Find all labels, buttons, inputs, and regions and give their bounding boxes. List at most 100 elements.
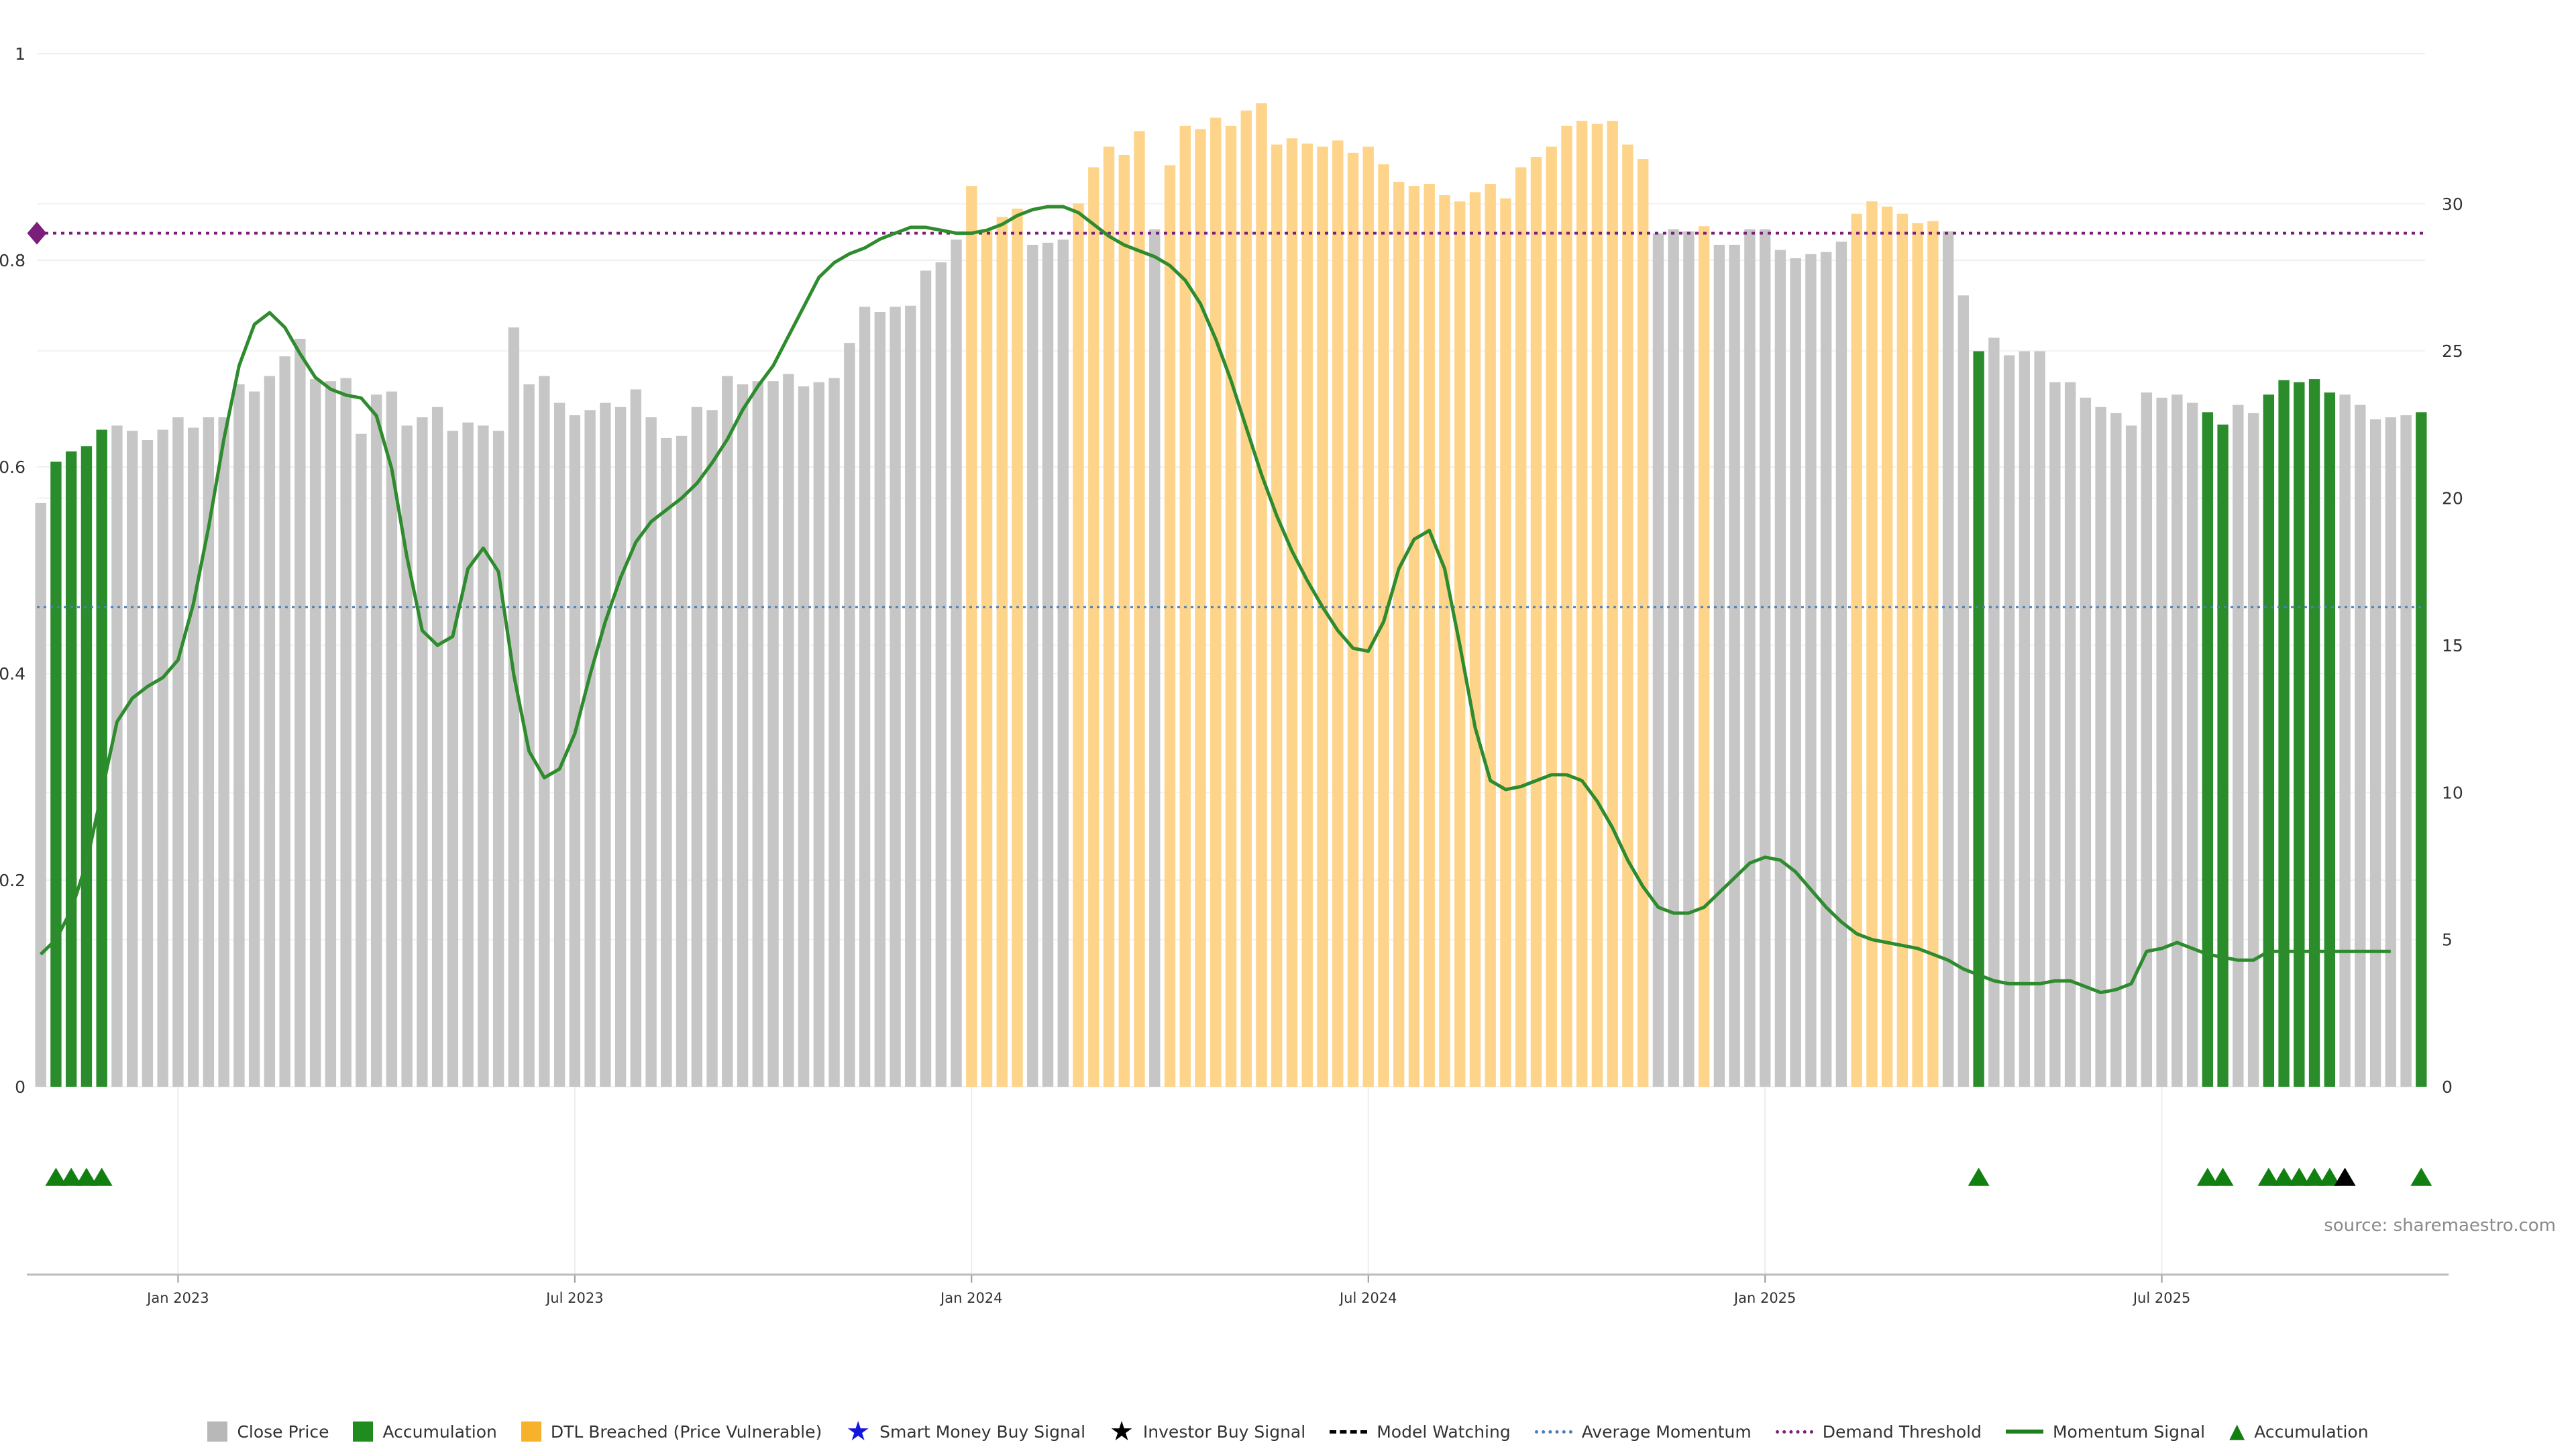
close-price-bar <box>1149 229 1161 1087</box>
close-price-bar <box>356 433 367 1087</box>
dtl-breached-bar <box>1591 123 1603 1087</box>
dtl-breached-bar <box>1637 159 1649 1087</box>
y-right-tick-label: 20 <box>2442 489 2463 508</box>
star-icon: ★ <box>846 1416 871 1447</box>
close-price-bar <box>492 431 504 1087</box>
close-price-bar <box>1820 252 1832 1087</box>
close-price-bar <box>187 427 199 1087</box>
close-price-bar <box>447 431 459 1087</box>
y-left-tick-label: 0.2 <box>0 871 25 890</box>
close-price-bar <box>2110 413 2122 1087</box>
legend-swatch <box>521 1421 541 1442</box>
close-price-bar <box>859 307 871 1087</box>
momentum-signal-line <box>39 205 2391 995</box>
legend-item: Momentum Signal <box>2005 1422 2205 1442</box>
close-price-bar <box>828 378 840 1087</box>
close-price-bar <box>1774 250 1786 1087</box>
close-price-bar <box>126 431 138 1087</box>
y-right-tick-label: 25 <box>2442 341 2463 361</box>
dtl-breached-bar <box>1088 167 1099 1087</box>
close-price-bar <box>2355 405 2366 1087</box>
y-left-tick-label: 0 <box>15 1077 25 1097</box>
dtl-breached-bar <box>1546 146 1557 1087</box>
y-left-tick-label: 0.6 <box>0 458 25 477</box>
close-price-bar <box>844 343 855 1087</box>
accumulation-marker <box>2304 1167 2326 1186</box>
close-price-bar <box>2156 397 2167 1087</box>
close-price-bar <box>1744 229 1756 1087</box>
x-tick-label: Jan 2024 <box>939 1290 1003 1306</box>
accumulation-marker <box>2257 1167 2279 1186</box>
close-price-bar <box>783 374 794 1087</box>
close-price-bar <box>523 384 535 1087</box>
close-price-bar <box>264 376 276 1087</box>
close-price-bar <box>676 435 688 1087</box>
legend-line-swatch <box>1330 1430 1368 1434</box>
close-price-bar <box>1957 295 1970 1087</box>
dtl-breached-bar <box>1927 221 1939 1087</box>
accumulation-marker <box>75 1167 97 1186</box>
legend-item: Model Watching <box>1330 1422 1511 1442</box>
close-price-bar <box>1683 231 1695 1087</box>
accumulation-bar <box>2324 392 2336 1087</box>
close-price-bar <box>661 437 672 1087</box>
legend-item: Accumulation <box>353 1421 497 1442</box>
dtl-breached-bar <box>1393 181 1405 1087</box>
y-left-tick-label: 1 <box>15 44 25 64</box>
accumulation-marker <box>2288 1167 2310 1186</box>
close-price-bar <box>722 376 733 1087</box>
dtl-breached-bar <box>1103 146 1115 1087</box>
price-bars <box>35 103 2427 1087</box>
close-price-bar <box>279 356 290 1087</box>
y-right-tick-label: 10 <box>2442 783 2463 802</box>
accumulation-bar <box>2294 382 2305 1087</box>
legend-swatch <box>353 1421 374 1442</box>
accumulation-marker <box>2410 1167 2432 1186</box>
dtl-breached-bar <box>966 186 977 1087</box>
close-price-bar <box>874 312 885 1087</box>
close-price-bar <box>614 407 627 1087</box>
close-price-bar <box>2385 417 2397 1087</box>
dtl-breached-bar <box>1317 146 1328 1087</box>
close-price-bar <box>111 425 123 1087</box>
close-price-bar <box>645 417 657 1087</box>
star-icon: ★ <box>1110 1416 1134 1447</box>
close-price-bar <box>2080 397 2092 1087</box>
dtl-breached-bar <box>1271 144 1283 1087</box>
dtl-breached-bar <box>1378 164 1389 1087</box>
dtl-breached-bar <box>1012 209 1023 1087</box>
close-price-bar <box>2003 355 2015 1087</box>
close-price-bar <box>1988 337 2000 1087</box>
legend-item: Demand Threshold <box>1775 1422 1982 1442</box>
close-price-bar <box>539 376 550 1087</box>
accumulation-marker <box>45 1167 67 1186</box>
y-right-tick-label: 0 <box>2442 1077 2453 1097</box>
accumulation-marker <box>2273 1167 2295 1186</box>
close-price-bar <box>2247 413 2259 1087</box>
close-price-bar <box>584 410 596 1087</box>
close-price-bar <box>569 415 581 1087</box>
close-price-bar <box>172 417 184 1087</box>
legend-label: DTL Breached (Price Vulnerable) <box>550 1421 822 1442</box>
close-price-bar <box>890 307 901 1087</box>
legend-label: Smart Money Buy Signal <box>879 1421 1086 1442</box>
close-price-bar <box>1790 258 1801 1087</box>
legend-label: Average Momentum <box>1581 1421 1752 1442</box>
legend-label: Investor Buy Signal <box>1142 1421 1306 1442</box>
accumulation-bar <box>2416 412 2427 1087</box>
accumulation-marker <box>2318 1167 2341 1186</box>
close-price-bar <box>920 270 932 1087</box>
dtl-breached-bar <box>1469 192 1481 1087</box>
close-price-bar <box>157 429 168 1087</box>
accumulation-bar <box>1973 351 1984 1087</box>
close-price-bar <box>248 391 260 1087</box>
close-price-bar <box>1668 229 1679 1087</box>
legend-label: Accumulation <box>382 1421 497 1442</box>
close-price-bar <box>630 389 642 1087</box>
close-price-bar <box>35 502 46 1087</box>
dtl-breached-bar <box>1698 226 1710 1087</box>
legend-item: ▲ Accumulation <box>2229 1421 2368 1442</box>
close-price-bar <box>218 417 229 1087</box>
close-price-bar <box>1759 229 1771 1087</box>
close-price-bar <box>1805 254 1817 1087</box>
